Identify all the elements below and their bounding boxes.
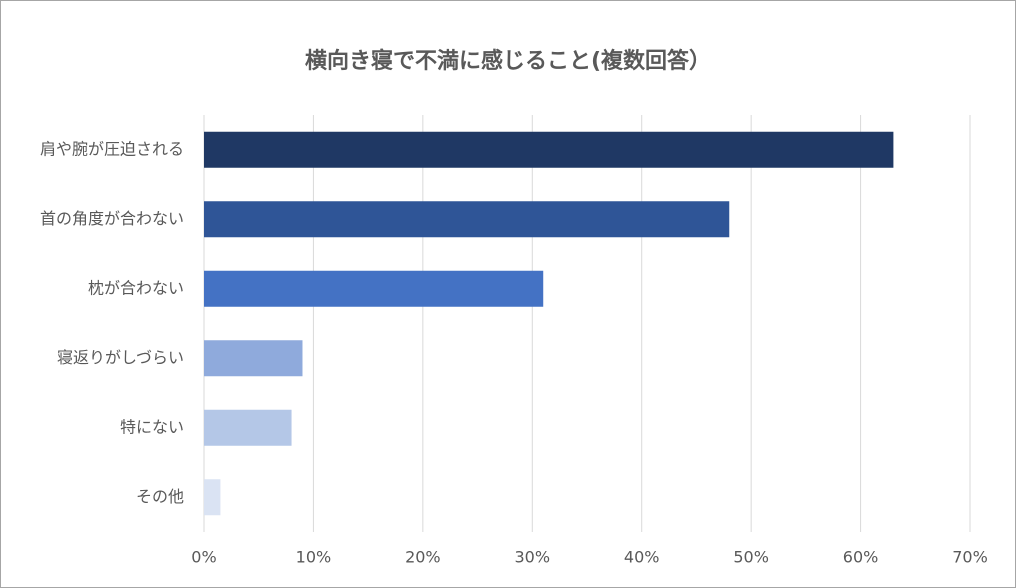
y-tick-label: 枕が合わない bbox=[88, 278, 184, 297]
bar bbox=[204, 201, 730, 238]
bar bbox=[204, 479, 221, 516]
x-tick-label: 60% bbox=[843, 548, 879, 567]
bar bbox=[204, 131, 894, 168]
chart-title: 横向き寝で不満に感じること(複数回答） bbox=[305, 48, 711, 74]
x-tick-label: 70% bbox=[952, 548, 988, 567]
x-tick-label: 40% bbox=[624, 548, 660, 567]
y-tick-label: 特にない bbox=[120, 417, 184, 436]
x-tick-label: 0% bbox=[191, 548, 216, 567]
y-tick-label: その他 bbox=[136, 487, 184, 506]
x-tick-label: 30% bbox=[515, 548, 551, 567]
x-tick-label: 20% bbox=[405, 548, 441, 567]
y-tick-label: 肩や腕が圧迫される bbox=[40, 139, 184, 158]
bar bbox=[204, 409, 292, 446]
y-tick-label: 寝返りがしづらい bbox=[57, 348, 184, 367]
y-tick-label: 首の角度が合わない bbox=[40, 209, 184, 228]
bar bbox=[204, 340, 303, 377]
x-tick-label: 50% bbox=[733, 548, 769, 567]
x-tick-label: 10% bbox=[296, 548, 332, 567]
bar bbox=[204, 270, 544, 307]
